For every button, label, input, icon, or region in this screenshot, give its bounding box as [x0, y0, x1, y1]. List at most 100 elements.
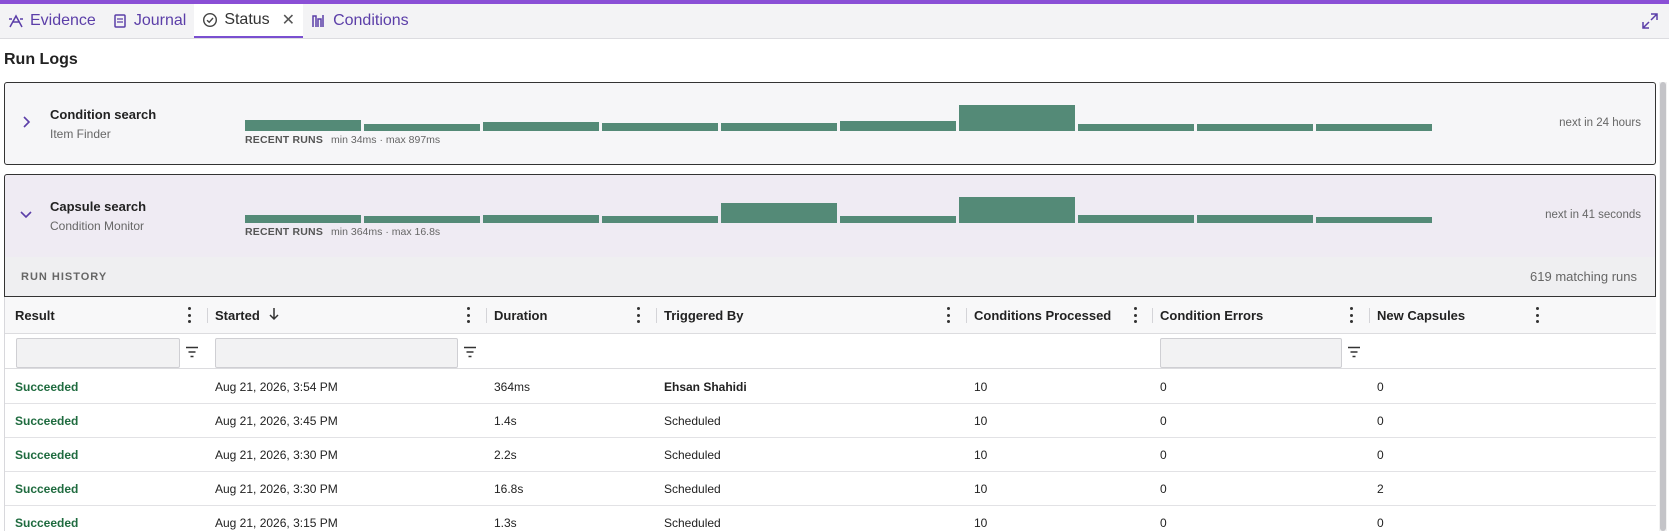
- recent-run-bar[interactable]: [1197, 124, 1313, 131]
- table-cell: Scheduled: [664, 414, 721, 428]
- status-text: Succeeded: [15, 448, 79, 462]
- status-text: Succeeded: [15, 482, 79, 496]
- table-row[interactable]: Succeeded Aug 21, 2026, 3:15 PM 1.3s Schedu…: [5, 505, 1656, 531]
- tab-label: Journal: [133, 12, 187, 29]
- table-row[interactable]: Succeeded Aug 21, 2026, 3:54 PM 364ms Ehsan…: [5, 369, 1656, 404]
- column-header[interactable]: Started: [215, 297, 280, 334]
- recent-run-bar[interactable]: [483, 122, 599, 131]
- sort-desc-icon[interactable]: [268, 307, 280, 324]
- table-row[interactable]: Succeeded Aug 21, 2026, 3:45 PM 1.4s Schedu…: [5, 403, 1656, 438]
- recent-runs-label: RECENT RUNS: [245, 226, 324, 238]
- column-filter-input[interactable]: [16, 338, 180, 368]
- table-cell: 10: [974, 380, 988, 394]
- filter-icon[interactable]: [463, 345, 477, 358]
- recent-runs-range: min 364ms · max 16.8s: [331, 226, 441, 238]
- column-menu-icon[interactable]: [465, 307, 471, 323]
- table-cell: 0: [1377, 380, 1384, 394]
- column-header[interactable]: Condition Errors: [1160, 297, 1263, 334]
- column-header[interactable]: New Capsules: [1377, 297, 1465, 334]
- filter-icon[interactable]: [185, 345, 199, 358]
- recent-run-bar[interactable]: [721, 123, 837, 131]
- table-cell: 10: [974, 482, 988, 496]
- table-cell: 2: [1377, 482, 1384, 496]
- recent-run-bar[interactable]: [840, 121, 956, 131]
- run-history-bar: RUN HISTORY 619 matching runs: [4, 257, 1656, 297]
- column-header-label: Duration: [494, 308, 548, 323]
- recent-run-bar[interactable]: [1197, 215, 1313, 223]
- column-menu-icon[interactable]: [186, 307, 192, 323]
- recent-run-bar[interactable]: [245, 120, 361, 131]
- chevron-right-icon[interactable]: [19, 115, 33, 129]
- table-row[interactable]: Succeeded Aug 21, 2026, 3:30 PM 16.8s Sched…: [5, 471, 1656, 506]
- job-name: Capsule search: [50, 199, 147, 214]
- column-resize-handle[interactable]: [1152, 308, 1153, 323]
- column-menu-icon[interactable]: [1132, 307, 1138, 323]
- table-cell: 10: [974, 414, 988, 428]
- column-filter-input[interactable]: [1160, 338, 1342, 368]
- recent-runs-chart: [245, 83, 1515, 131]
- column-header[interactable]: Triggered By: [664, 297, 743, 334]
- column-menu-icon[interactable]: [945, 307, 951, 323]
- table-row[interactable]: Succeeded Aug 21, 2026, 3:30 PM 2.2s Schedu…: [5, 437, 1656, 472]
- close-icon[interactable]: ✕: [281, 12, 296, 29]
- table-cell: Scheduled: [664, 516, 721, 530]
- column-resize-handle[interactable]: [966, 308, 967, 323]
- recent-run-bar[interactable]: [1316, 124, 1432, 131]
- tab-conditions[interactable]: Conditions: [303, 4, 417, 38]
- column-resize-handle[interactable]: [1369, 308, 1370, 323]
- column-menu-icon[interactable]: [1534, 307, 1540, 323]
- filter-icon[interactable]: [1347, 345, 1361, 358]
- table-cell: 0: [1160, 482, 1167, 496]
- table-cell: Aug 21, 2026, 3:15 PM: [215, 516, 338, 530]
- recent-run-bar[interactable]: [1078, 124, 1194, 131]
- recent-run-bar[interactable]: [959, 105, 1075, 131]
- job-name: Condition search: [50, 107, 157, 122]
- column-header[interactable]: Conditions Processed: [974, 297, 1111, 334]
- recent-run-bar[interactable]: [721, 203, 837, 223]
- recent-run-bar[interactable]: [959, 197, 1075, 223]
- recent-run-bar[interactable]: [602, 123, 718, 131]
- evidence-icon: [8, 13, 24, 29]
- column-menu-icon[interactable]: [1348, 307, 1354, 323]
- page-title: Run Logs: [4, 51, 78, 68]
- tab-bar: Evidence Journal Status ✕ Conditions: [0, 4, 1669, 39]
- conditions-icon: [311, 13, 327, 29]
- table-cell: 0: [1160, 380, 1167, 394]
- chevron-down-icon[interactable]: [19, 207, 33, 221]
- table-cell: Aug 21, 2026, 3:54 PM: [215, 380, 338, 394]
- recent-run-bar[interactable]: [364, 124, 480, 131]
- scrollbar[interactable]: [1659, 82, 1667, 531]
- column-resize-handle[interactable]: [207, 308, 208, 323]
- recent-run-bar[interactable]: [364, 216, 480, 223]
- table-cell: Aug 21, 2026, 3:30 PM: [215, 448, 338, 462]
- column-resize-handle[interactable]: [486, 308, 487, 323]
- column-header[interactable]: Duration: [494, 297, 547, 334]
- recent-run-bar[interactable]: [602, 216, 718, 223]
- table-cell: Scheduled: [664, 448, 721, 462]
- status-text: Succeeded: [15, 516, 79, 530]
- column-filter-input[interactable]: [215, 338, 458, 368]
- recent-run-bar[interactable]: [245, 215, 361, 223]
- recent-run-bar[interactable]: [840, 216, 956, 223]
- tab-journal[interactable]: Journal: [104, 4, 194, 38]
- tab-evidence[interactable]: Evidence: [0, 4, 104, 38]
- status-text: Succeeded: [15, 380, 79, 394]
- column-resize-handle[interactable]: [656, 308, 657, 323]
- recent-run-bar[interactable]: [1078, 215, 1194, 223]
- journal-icon: [112, 13, 128, 29]
- expand-icon[interactable]: [1641, 12, 1659, 30]
- recent-runs-caption: RECENT RUNS min 34ms · max 897ms: [245, 134, 440, 146]
- recent-run-bar[interactable]: [1316, 217, 1432, 223]
- matching-runs-count: 619 matching runs: [1530, 269, 1637, 284]
- column-menu-icon[interactable]: [635, 307, 641, 323]
- scrollbar-thumb[interactable]: [1660, 82, 1666, 531]
- recent-run-bar[interactable]: [483, 215, 599, 223]
- tab-status[interactable]: Status ✕: [194, 4, 304, 38]
- job-panel[interactable]: Condition search Item Finder RECENT RUNS…: [4, 82, 1656, 165]
- column-header[interactable]: Result: [15, 297, 55, 334]
- column-header-label: Result: [15, 308, 55, 323]
- job-panel[interactable]: Capsule search Condition Monitor RECENT …: [4, 174, 1656, 257]
- status-text: Succeeded: [15, 414, 79, 428]
- tab-label: Conditions: [333, 12, 409, 29]
- next-run-text: next in 41 seconds: [1545, 209, 1641, 221]
